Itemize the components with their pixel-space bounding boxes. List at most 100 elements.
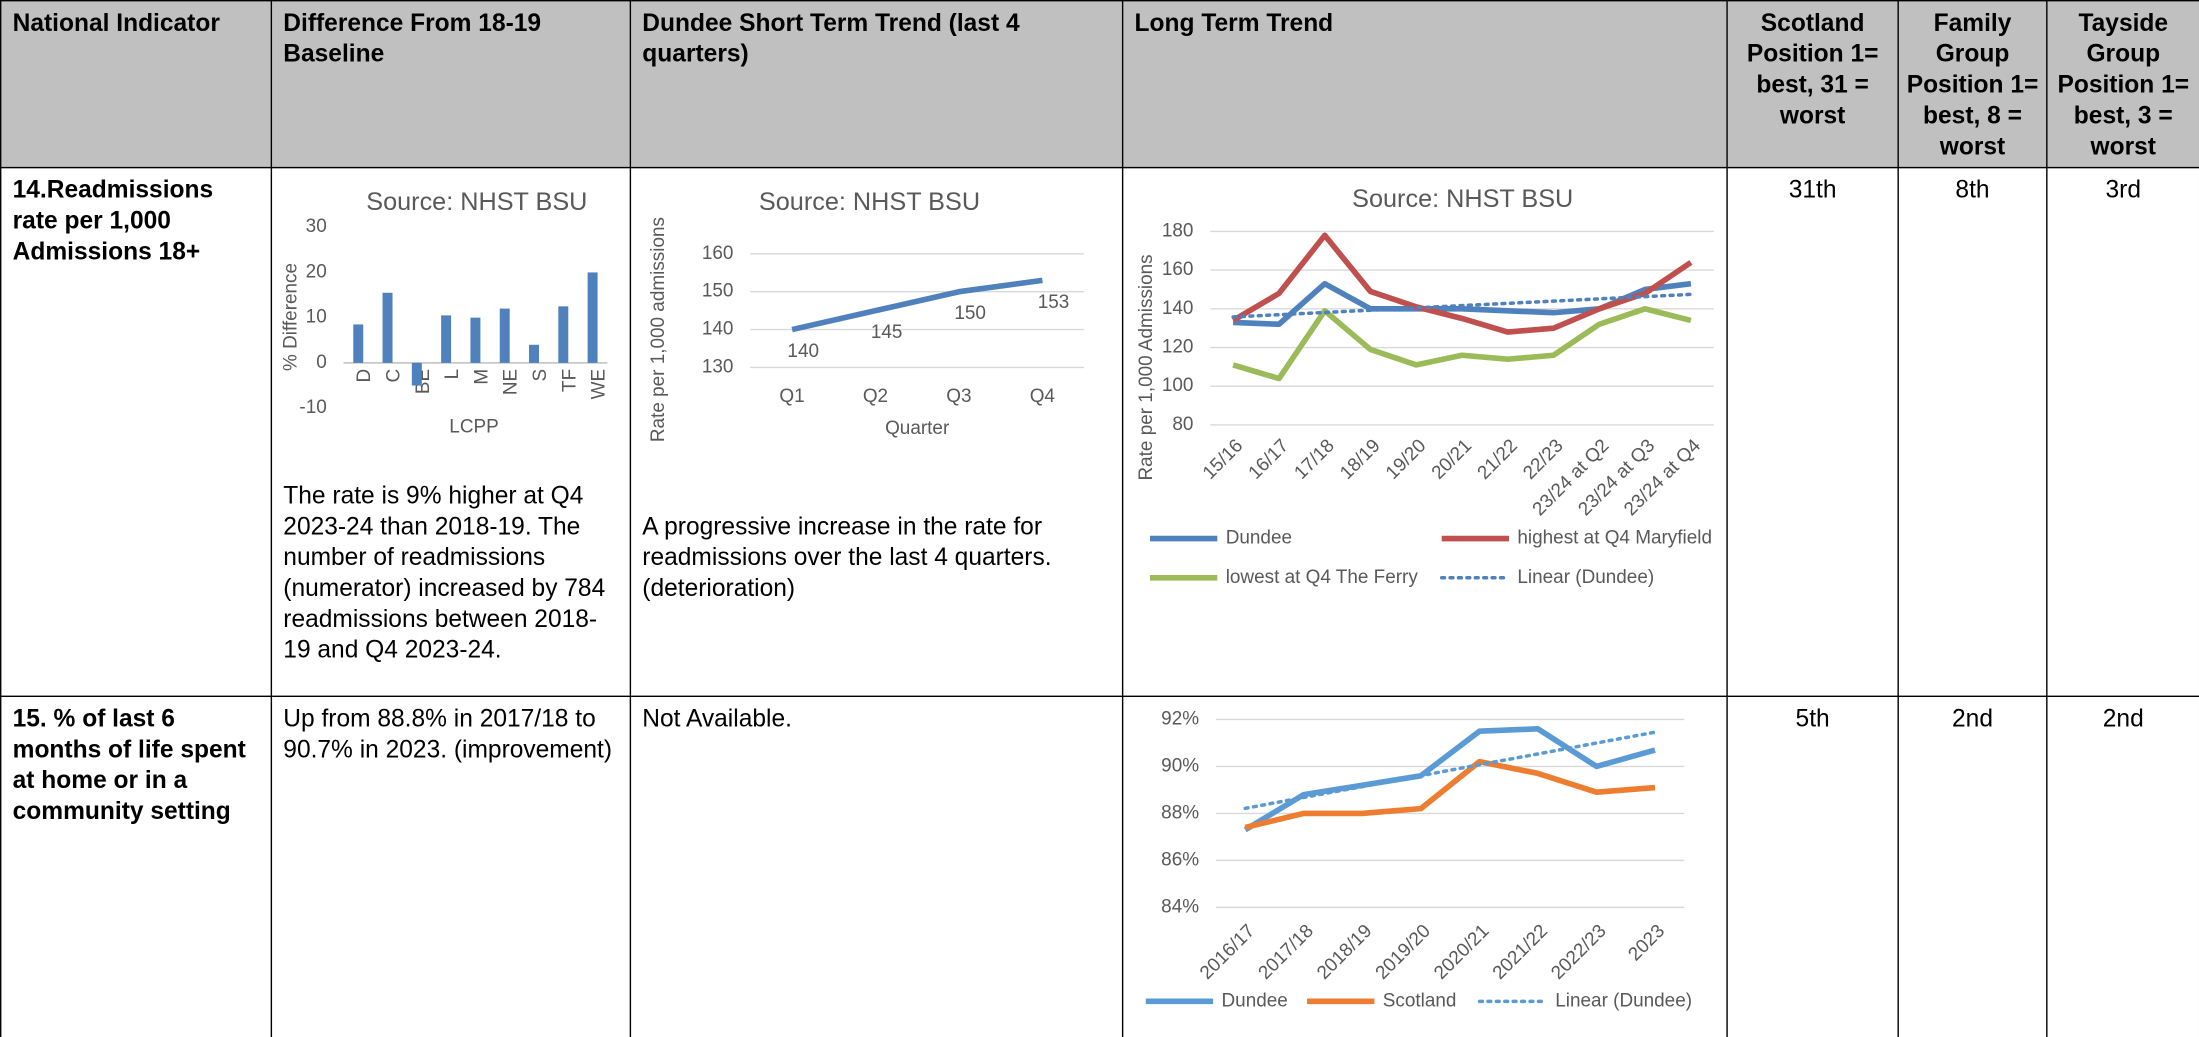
header-cell: Difference From 18-19 Baseline <box>270 0 632 169</box>
y-tick-label: 84% <box>1161 896 1199 917</box>
indicator-cell: 14.Readmissions rate per 1,000 Admission… <box>0 166 273 698</box>
series-line <box>1232 306 1692 382</box>
y-tick-label: 130 <box>702 356 734 377</box>
position-cell: 31th <box>1726 166 1899 698</box>
y-tick-label: 160 <box>1162 259 1194 280</box>
bar <box>470 317 481 363</box>
y-tick-label: -10 <box>299 397 326 418</box>
series-line <box>1231 232 1693 335</box>
position-cell: 2nd <box>1897 695 2048 1037</box>
chart-title: Source: NHST BSU <box>759 188 980 216</box>
header-cell: Scotland Position 1= best, 31 = worst <box>1726 0 1899 169</box>
y-tick-label: 88% <box>1161 802 1199 823</box>
y-tick-label: 92% <box>1161 708 1199 729</box>
position-cell: 2nd <box>2046 695 2199 1037</box>
x-tick-label: 2016/17 <box>1196 921 1259 984</box>
y-tick-label: 100 <box>1162 375 1194 396</box>
chart-title: Source: NHST BSU <box>1352 185 1573 213</box>
x-tick-label: D <box>354 369 375 383</box>
chart-cell <box>1121 166 1728 698</box>
baseline-cell: Up from 88.8% in 2017/18 to 90.7% in 202… <box>270 695 632 1037</box>
bar <box>558 306 569 363</box>
series-line <box>1244 758 1656 831</box>
x-tick-label: 17/18 <box>1290 435 1338 483</box>
x-tick-label: 2023 <box>1624 921 1669 966</box>
legend-label: Dundee <box>1222 990 1288 1011</box>
x-tick-label: 16/17 <box>1245 435 1293 483</box>
data-label: 150 <box>954 303 986 324</box>
bar <box>411 362 422 386</box>
y-tick-label: 120 <box>1162 337 1194 358</box>
legend-label: Dundee <box>1226 528 1292 549</box>
x-tick-label: 2021/22 <box>1489 921 1552 984</box>
y-tick-label: 140 <box>702 319 734 340</box>
y-axis-label: % Difference <box>281 263 302 371</box>
y-tick-label: 20 <box>306 261 327 282</box>
x-tick-label: Q4 <box>1030 386 1055 407</box>
position-cell: 8th <box>1897 166 2048 698</box>
x-axis-label: Quarter <box>885 418 949 439</box>
legend-label: Linear (Dundee) <box>1555 990 1692 1011</box>
data-label: 145 <box>871 322 903 343</box>
x-tick-label: M <box>471 369 492 385</box>
bar <box>441 315 452 363</box>
legend-label: highest at Q4 Maryfield <box>1517 528 1712 549</box>
x-tick-label: C <box>384 369 405 383</box>
header-row: National Indicator Difference From 18-19… <box>0 0 2199 169</box>
baseline-cell: The rate is 9% higher at Q4 2023-24 than… <box>270 166 632 698</box>
x-tick-label: NE <box>501 369 522 395</box>
y-axis-label: Rate per 1,000 admissions <box>648 217 669 442</box>
x-tick-label: 2018/19 <box>1313 921 1376 984</box>
x-tick-label: 15/16 <box>1199 435 1247 483</box>
position-cell: 5th <box>1726 695 1899 1037</box>
series-line <box>791 277 1043 333</box>
y-tick-label: 10 <box>306 307 327 328</box>
y-tick-label: 160 <box>702 243 734 264</box>
x-tick-label: 19/20 <box>1382 435 1430 483</box>
bar <box>353 324 364 363</box>
x-tick-label: 2022/23 <box>1547 921 1610 984</box>
position-cell: 3rd <box>2046 166 2199 698</box>
y-axis-label: Rate per 1,000 Admissions <box>1136 254 1157 480</box>
legend-label: Scotland <box>1383 990 1457 1011</box>
y-tick-label: 150 <box>702 281 734 302</box>
y-tick-label: 180 <box>1162 220 1194 241</box>
y-tick-label: 0 <box>316 352 327 373</box>
bar <box>382 292 393 363</box>
x-axis-label: LCPP <box>449 417 498 438</box>
header-cell: Dundee Short Term Trend (last 4 quarters… <box>629 0 1124 169</box>
header-cell: Tayside Group Position 1= best, 3 = wors… <box>2046 0 2199 169</box>
bar <box>499 308 510 363</box>
x-tick-label: L <box>442 369 463 380</box>
y-tick-label: 86% <box>1161 849 1199 870</box>
short-term-cell: A progressive increase in the rate for r… <box>629 166 1124 698</box>
x-tick-label: 20/21 <box>1428 435 1476 483</box>
y-tick-label: 80 <box>1172 414 1193 435</box>
data-label: 153 <box>1038 292 1070 313</box>
x-tick-label: 2017/18 <box>1255 921 1318 984</box>
x-tick-label: Q3 <box>946 386 971 407</box>
legend-label: Linear (Dundee) <box>1517 567 1654 588</box>
x-tick-label: 2020/21 <box>1430 921 1493 984</box>
series-line <box>1243 726 1656 833</box>
data-label: 140 <box>787 341 819 362</box>
header-cell: Long Term Trend <box>1121 0 1728 169</box>
chart-cell <box>1121 695 1728 1037</box>
x-tick-label: Q2 <box>863 386 888 407</box>
x-tick-label: 18/19 <box>1336 435 1384 483</box>
x-tick-label: 21/22 <box>1474 435 1522 483</box>
y-tick-label: 140 <box>1162 298 1194 319</box>
indicator-cell: 15. % of last 6 months of life spent at … <box>0 695 273 1037</box>
header-cell: National Indicator <box>0 0 273 169</box>
chart-title: Source: NHST BSU <box>366 188 587 216</box>
y-tick-label: 30 <box>306 216 327 237</box>
y-tick-label: 90% <box>1161 755 1199 776</box>
bar <box>587 272 598 363</box>
x-tick-label: 2019/20 <box>1372 921 1435 984</box>
bar <box>529 344 539 363</box>
table-row: 14.Readmissions rate per 1,000 Admission… <box>0 166 2199 698</box>
trend-line <box>1243 730 1657 811</box>
table-row: 15. % of last 6 months of life spent at … <box>0 695 2199 1037</box>
